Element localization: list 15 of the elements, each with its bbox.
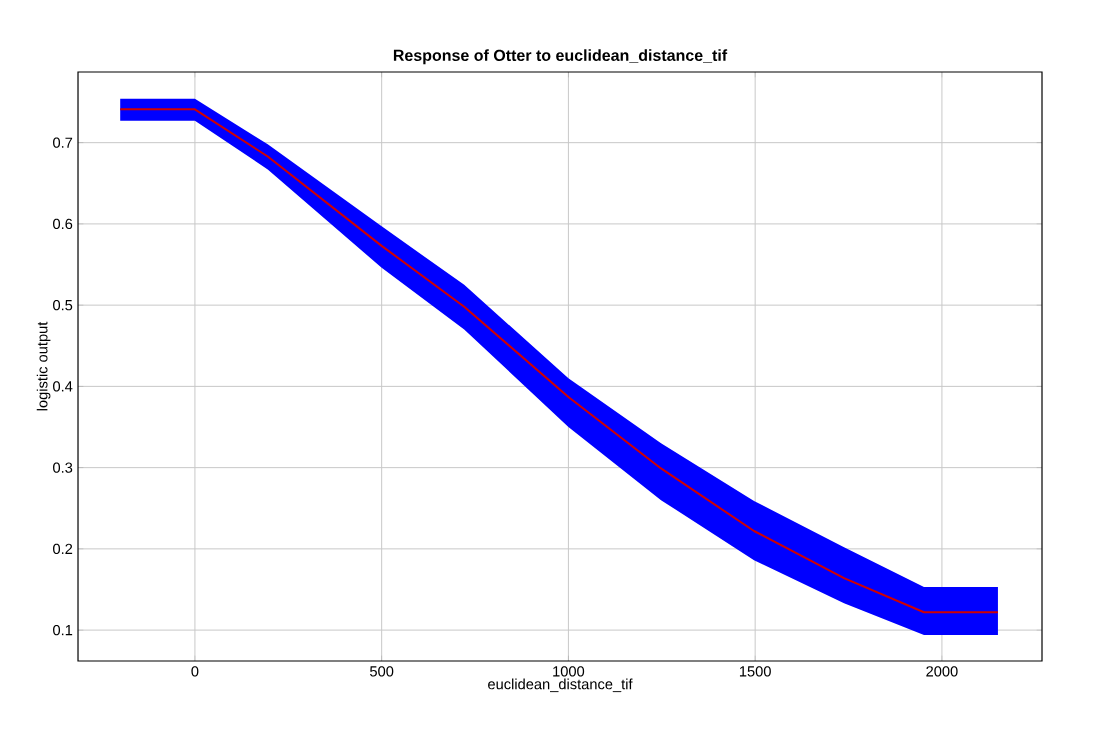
x-axis-title: euclidean_distance_tif <box>488 678 633 693</box>
y-tick-label: 0.2 <box>53 543 73 555</box>
x-tick-label: 500 <box>370 666 394 677</box>
x-tick-label: 2000 <box>926 666 958 677</box>
y-tick-label: 0.6 <box>53 218 73 230</box>
x-tick-label: 1500 <box>739 666 771 677</box>
y-tick-label: 0.4 <box>53 381 73 392</box>
x-tick-label: 0 <box>191 666 199 677</box>
y-tick-label: 0.3 <box>53 462 73 473</box>
y-tick-label: 0.1 <box>53 624 73 636</box>
y-tick-label: 0.5 <box>53 299 73 311</box>
y-axis-title: logistic output <box>36 321 51 411</box>
y-tick-label: 0.7 <box>53 137 73 148</box>
chart-title: Response of Otter to euclidean_distance_tif <box>393 49 728 65</box>
x-tick-label: 1000 <box>553 666 585 677</box>
